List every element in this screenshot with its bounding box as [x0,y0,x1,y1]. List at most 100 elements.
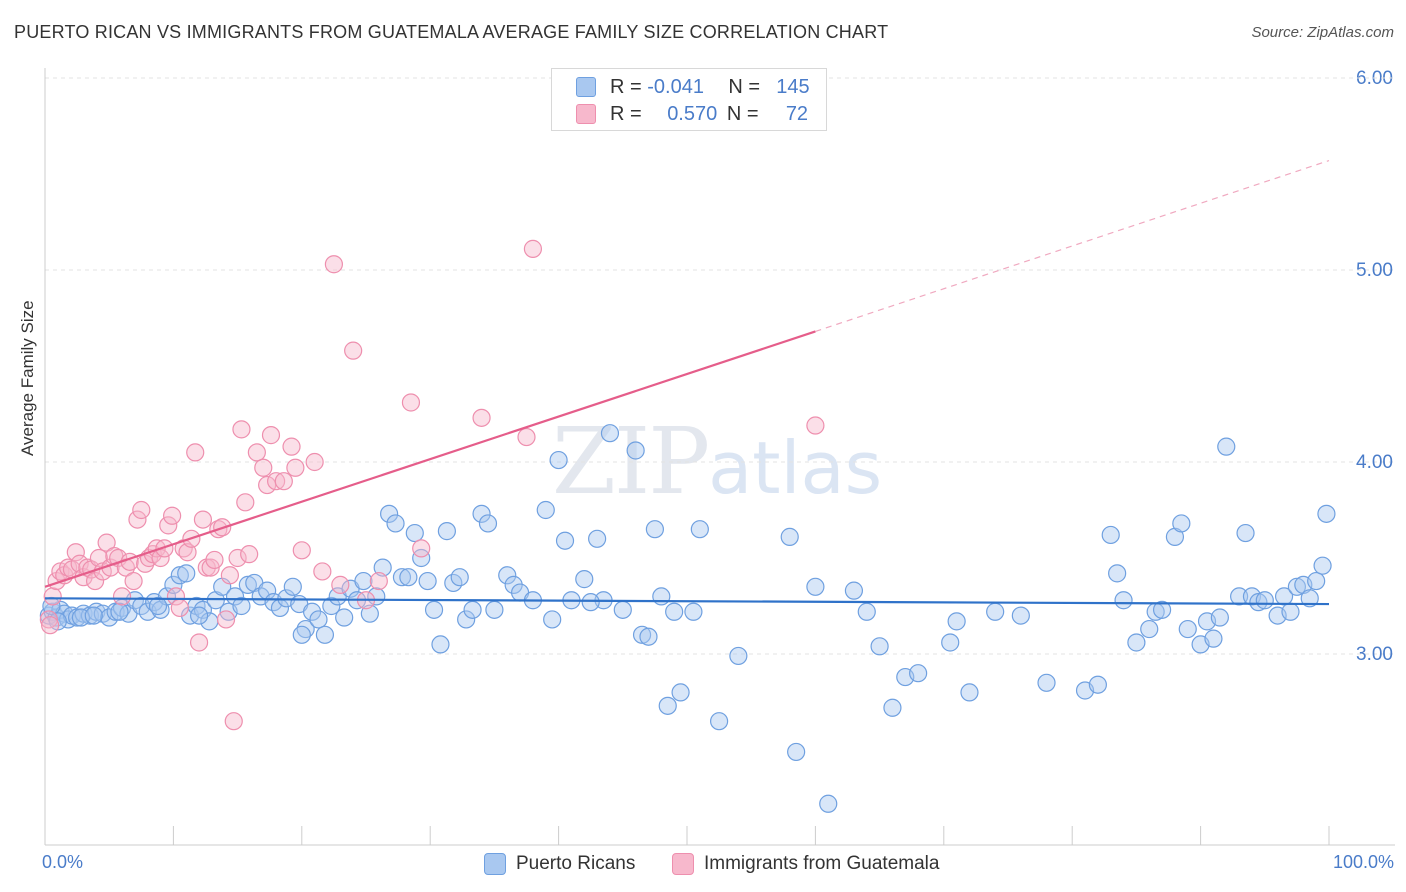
y-tick-label: 5.00 [1356,260,1393,281]
point-puerto-rican [652,587,671,606]
legend-r-value: 0.570 [667,102,718,125]
point-guatemala [155,539,174,558]
point-puerto-rican [600,424,620,443]
point-puerto-rican [392,568,412,587]
point-puerto-rican [909,664,928,683]
point-puerto-rican [787,742,806,762]
point-guatemala [178,543,197,562]
point-puerto-rican [690,520,709,539]
point-puerto-rican [857,602,876,621]
point-guatemala [261,426,281,445]
point-guatemala [197,558,216,577]
point-guatemala [292,541,311,560]
point-puerto-rican [457,610,476,629]
point-puerto-rican [225,587,245,606]
correlation-legend: R = -0.041 N = 145 R = 0.570 N = 72 [551,68,827,131]
point-puerto-rican [588,529,607,548]
point-guatemala [216,610,236,629]
point-guatemala [282,437,301,456]
point-guatemala [274,472,293,491]
point-puerto-rican [322,596,341,616]
point-guatemala [344,341,363,360]
point-guatemala [324,255,343,274]
point-puerto-rican [1317,504,1336,523]
point-guatemala [401,393,421,412]
point-guatemala [240,545,259,564]
point-puerto-rican [478,514,498,533]
point-puerto-rican [986,602,1005,621]
point-puerto-rican [380,504,399,523]
bottom-legend-swatch-guatemala [672,853,694,875]
point-puerto-rican [498,566,517,585]
point-guatemala [124,571,143,591]
point-guatemala [247,443,266,462]
watermark-atlas: atlas [708,426,883,510]
point-puerto-rican [399,568,418,587]
point-puerto-rican [1313,556,1332,575]
point-puerto-rican [632,625,652,644]
point-puerto-rican [1236,523,1255,543]
point-guatemala [205,550,224,570]
point-puerto-rican [1011,606,1030,625]
point-guatemala [472,408,491,427]
point-puerto-rican [1255,591,1274,610]
y-tick-label: 3.00 [1356,644,1393,665]
point-guatemala [254,458,273,477]
legend-row-puerto-ricans: R = -0.041 N = 145 [576,75,810,99]
point-puerto-rican [1249,593,1268,612]
x-tick-label-min: 0.0% [42,852,84,872]
point-puerto-rican [283,577,302,596]
point-puerto-rican [870,637,889,656]
point-puerto-rican [292,625,311,644]
point-puerto-rican [1178,619,1197,639]
point-puerto-rican [1287,577,1307,596]
point-puerto-rican [555,531,575,550]
bottom-legend-swatch-puerto-ricans [484,853,506,875]
point-puerto-rican [1037,673,1056,692]
bottom-legend-label: Puerto Ricans [516,853,636,874]
point-guatemala [267,472,286,491]
point-puerto-rican [645,520,665,539]
point-puerto-rican [418,571,437,591]
point-guatemala [147,539,166,558]
point-puerto-rican [309,610,328,629]
point-puerto-rican [1172,514,1191,533]
point-puerto-rican [1230,587,1249,606]
point-puerto-rican [232,596,251,616]
point-puerto-rican [405,523,424,543]
legend-row-guatemala: R = 0.570 N = 72 [576,102,808,126]
point-puerto-rican [639,627,658,646]
point-puerto-rican [110,602,129,621]
point-puerto-rican [1114,591,1133,610]
point-puerto-rican [1217,437,1236,456]
point-guatemala [186,443,205,462]
point-puerto-rican [947,612,966,631]
bottom-legend-guatemala: Immigrants from Guatemala [672,852,939,876]
point-puerto-rican [729,646,748,666]
point-puerto-rican [581,593,600,612]
point-puerto-rican [1307,571,1326,591]
point-puerto-rican [238,575,257,594]
trend-line-guatemala-extension [815,159,1330,333]
point-puerto-rican [543,610,562,629]
point-guatemala [66,543,85,562]
point-puerto-rican [626,441,645,460]
point-puerto-rican [658,696,677,715]
point-puerto-rican [665,602,684,621]
point-puerto-rican [883,698,902,717]
point-puerto-rican [431,635,450,654]
point-guatemala [286,458,305,477]
point-guatemala [189,633,209,652]
point-puerto-rican [472,504,491,523]
point-puerto-rican [412,548,431,568]
point-puerto-rican [148,596,168,616]
point-puerto-rican [960,683,979,702]
point-guatemala [166,587,186,606]
legend-swatch-puerto-ricans [576,77,596,97]
point-guatemala [39,610,58,629]
trend-line-puerto-ricans [44,597,1330,606]
point-puerto-rican [1127,633,1146,652]
point-puerto-rican [1140,619,1159,639]
point-guatemala [159,516,178,535]
point-puerto-rican [819,794,838,813]
